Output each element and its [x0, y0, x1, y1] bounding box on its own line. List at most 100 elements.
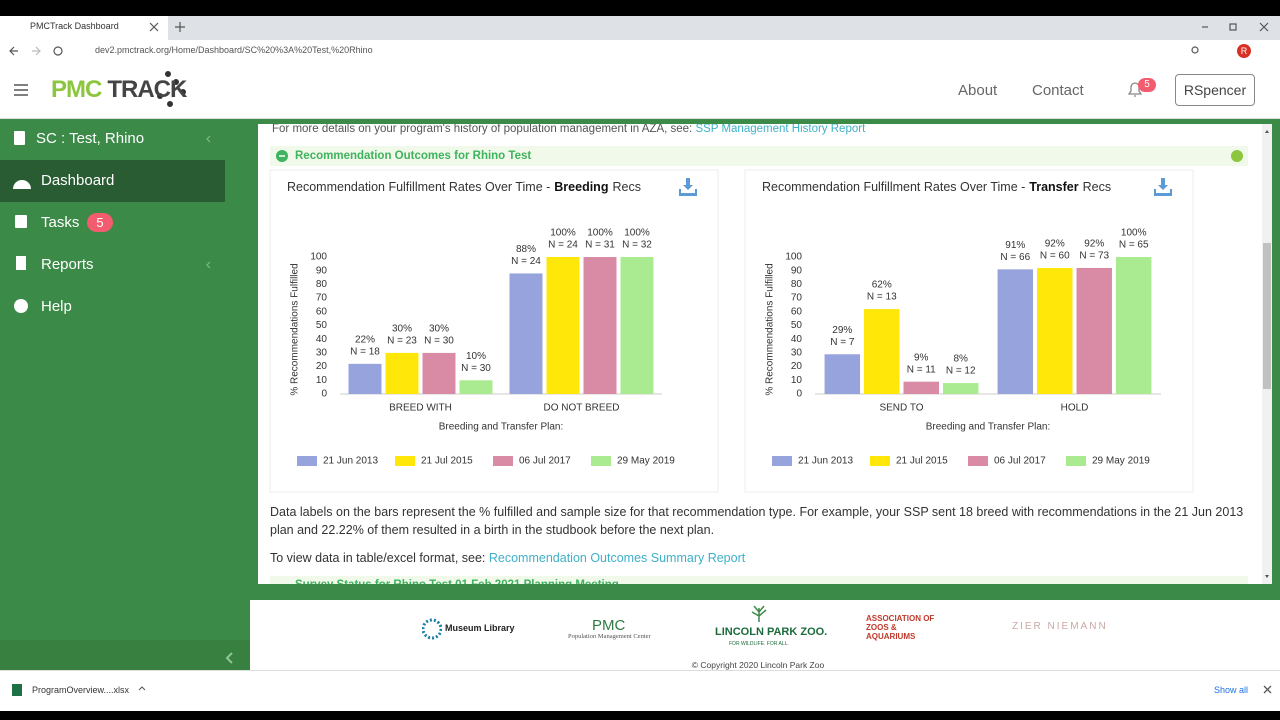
user-button[interactable]: RSpencer [1175, 74, 1255, 106]
value-label: 100% [1121, 228, 1147, 239]
new-tab[interactable] [175, 22, 185, 32]
tab-title[interactable]: PMCTrack Dashboard [30, 21, 119, 31]
bar [864, 309, 900, 394]
y-tick-label: 100 [785, 252, 802, 263]
sample-label: N = 66 [1000, 252, 1030, 263]
tab-close[interactable] [149, 22, 159, 32]
legend-swatch [968, 456, 988, 466]
y-tick-label: 70 [316, 293, 328, 304]
section-icons [276, 150, 1243, 162]
chart-title-text: Recommendation Fulfillment Rates Over Ti… [762, 180, 1025, 194]
bar [459, 380, 493, 394]
bar [997, 269, 1034, 394]
tab-strip [0, 16, 1280, 40]
y-tick-label: 0 [796, 389, 802, 400]
legend-label: 06 Jul 2017 [994, 456, 1046, 467]
show-all[interactable]: Show all [1214, 685, 1249, 695]
y-tick-label: 40 [316, 334, 328, 345]
chart-title-emphasis: Transfer [1029, 180, 1078, 194]
nav-reports[interactable]: Reports [41, 256, 94, 273]
sidebar [0, 119, 250, 670]
avatar[interactable]: R [1237, 44, 1251, 58]
restore[interactable] [1229, 23, 1237, 31]
legend-swatch [591, 456, 611, 466]
program-name[interactable]: SC : Test, Rhino [36, 130, 145, 147]
download-icon[interactable] [1154, 178, 1172, 196]
y-tick-label: 100 [310, 252, 327, 263]
browser-icons [9, 22, 1269, 56]
legend-label: 29 May 2019 [1092, 456, 1150, 467]
table-link[interactable]: Recommendation Outcomes Summary Report [488, 551, 746, 565]
icon-file [16, 256, 26, 270]
tasks-badge[interactable]: 5 [87, 213, 113, 232]
reload[interactable] [53, 46, 63, 56]
logo-lpz-sub: FOR WILDLIFE. FOR ALL. [729, 641, 789, 647]
value-label: 92% [1084, 239, 1104, 250]
download-icon[interactable] [679, 178, 697, 196]
menu-toggle[interactable] [14, 84, 28, 96]
logo-zier: ZIER NIEMANN [1012, 621, 1108, 632]
download-file[interactable]: ProgramOverview....xlsx [32, 685, 130, 695]
sample-label: N = 12 [946, 366, 976, 377]
chart-title-suffix: Recs [1083, 180, 1111, 194]
bar [546, 257, 580, 394]
zoom[interactable] [1191, 46, 1199, 54]
forward[interactable] [32, 46, 41, 56]
y-tick-label: 0 [321, 389, 327, 400]
icon-gauge [13, 180, 31, 189]
legend-label: 21 Jul 2015 [421, 456, 473, 467]
value-label: 62% [872, 280, 892, 291]
sample-label: N = 60 [1040, 251, 1070, 262]
nav-contact[interactable]: Contact [1032, 82, 1084, 99]
sidebar-collapse[interactable] [0, 640, 250, 670]
intro: For more details on your program's histo… [272, 124, 865, 138]
nav-help[interactable]: Help [41, 298, 72, 315]
logo-track[interactable]: TRACK [107, 76, 187, 103]
back[interactable] [9, 46, 18, 56]
download-menu[interactable] [138, 686, 146, 691]
bar [348, 363, 382, 394]
collapse-chevron[interactable] [225, 652, 233, 664]
sample-label: N = 7 [830, 337, 855, 348]
value-label: 91% [1005, 240, 1025, 251]
value-label: 88% [516, 244, 536, 255]
bar [620, 257, 654, 394]
bar [942, 383, 979, 394]
y-tick-label: 80 [791, 279, 803, 290]
value-label: 92% [1045, 239, 1065, 250]
imls-mark [422, 618, 442, 640]
scrollbar[interactable] [1262, 124, 1272, 584]
bar [385, 352, 419, 394]
nav-about[interactable]: About [958, 82, 998, 99]
legend-label: 21 Jun 2013 [798, 456, 853, 467]
scroll-thumb[interactable] [1263, 243, 1271, 389]
notification-badge[interactable]: 5 [1138, 78, 1156, 92]
close-downloads[interactable] [1262, 684, 1274, 696]
nav-tasks[interactable]: Tasks [41, 214, 80, 231]
bar [583, 257, 617, 394]
x-tick-label: SEND TO [879, 403, 923, 414]
logo-pmc[interactable]: PMC [51, 76, 102, 103]
sample-label: N = 31 [585, 240, 615, 251]
intro-link[interactable]: SSP Management History Report [695, 124, 866, 135]
section-title[interactable]: Recommendation Outcomes for Rhino Test [295, 150, 532, 162]
help-icon[interactable] [1231, 150, 1243, 162]
chart-title: Recommendation Fulfillment Rates Over Ti… [762, 180, 1111, 194]
y-tick-label: 20 [791, 361, 803, 372]
y-tick-label: 30 [316, 348, 328, 359]
sample-label: N = 11 [907, 364, 936, 375]
value-label: 8% [953, 354, 968, 365]
charts: Recommendation Fulfillment Rates Over Ti… [269, 150, 1243, 493]
url[interactable]: dev2.pmctrack.org/Home/Dashboard/SC%20%3… [95, 45, 373, 55]
tab[interactable] [0, 16, 168, 40]
window-close[interactable] [1259, 22, 1269, 32]
section-header[interactable] [270, 146, 1248, 166]
logo[interactable]: PMC TRACK [51, 76, 187, 104]
legend-label: 21 Jun 2013 [323, 456, 378, 467]
nav-dashboard[interactable]: Dashboard [0, 160, 225, 202]
sample-label: N = 13 [867, 292, 897, 303]
next-section-header[interactable] [270, 576, 1248, 584]
bar [1115, 257, 1152, 394]
next-section-title[interactable]: Survey Status for Rhino Test 01 Feb 2021… [295, 576, 619, 584]
y-tick-label: 90 [791, 265, 803, 276]
